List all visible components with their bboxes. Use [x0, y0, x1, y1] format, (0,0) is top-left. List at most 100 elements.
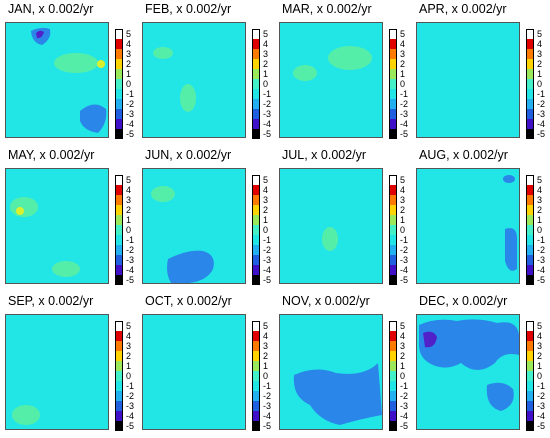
- heatmap-overlay: [143, 315, 245, 429]
- colorbar-tick-label: -5: [263, 275, 272, 285]
- colorbar-tick-label: 4: [537, 39, 543, 49]
- colorbar-tick-label: -1: [263, 89, 272, 99]
- anomaly-patch: [180, 84, 196, 112]
- colorbar-tick-label: -3: [537, 401, 546, 411]
- anomaly-patch: [16, 207, 24, 215]
- panel-title: DEC, x 0.002/yr: [419, 294, 508, 308]
- colorbar-tick-label: -3: [400, 109, 409, 119]
- colorbar-swatch: [389, 235, 397, 245]
- colorbar-swatch: [526, 205, 534, 215]
- colorbar-tick-label: 4: [537, 185, 543, 195]
- colorbar: [526, 29, 534, 139]
- colorbar-swatch: [389, 29, 397, 39]
- colorbar-ticks: 5 4 3 2 1 0 -1 -2 -3 -4 -5: [400, 29, 408, 139]
- colorbar-tick-label: 5: [126, 29, 132, 39]
- colorbar-swatch: [389, 225, 397, 235]
- colorbar-swatch: [252, 39, 260, 49]
- colorbar-tick-label: -3: [126, 109, 135, 119]
- colorbar-ticks: 5 4 3 2 1 0 -1 -2 -3 -4 -5: [126, 175, 134, 285]
- colorbar-swatch: [389, 195, 397, 205]
- panel-title: JUN, x 0.002/yr: [145, 148, 232, 162]
- colorbar-tick-label: 1: [263, 361, 269, 371]
- colorbar-swatch: [252, 29, 260, 39]
- colorbar-tick-label: -5: [263, 129, 272, 139]
- colorbar-tick-label: -4: [400, 119, 409, 129]
- colorbar-swatch: [115, 245, 123, 255]
- colorbar-swatch: [115, 235, 123, 245]
- colorbar-tick-label: 0: [126, 371, 132, 381]
- colorbar-tick-label: 4: [537, 331, 543, 341]
- anomaly-patch: [80, 104, 107, 133]
- colorbar-tick-label: -1: [400, 235, 409, 245]
- colorbar-tick-label: -2: [400, 391, 409, 401]
- colorbar-swatch: [389, 411, 397, 421]
- colorbar-swatch: [115, 89, 123, 99]
- colorbar-tick-label: 0: [400, 371, 406, 381]
- colorbar-swatch: [252, 245, 260, 255]
- colorbar-tick-label: -4: [126, 265, 135, 275]
- heatmap-overlay: [153, 47, 196, 112]
- colorbar-swatch: [526, 49, 534, 59]
- panel-title: MAR, x 0.002/yr: [282, 2, 372, 16]
- colorbar-swatch: [115, 351, 123, 361]
- heatmap-field: [416, 22, 520, 138]
- colorbar-swatch: [252, 341, 260, 351]
- colorbar-ticks: 5 4 3 2 1 0 -1 -2 -3 -4 -5: [400, 175, 408, 285]
- colorbar-tick-label: 2: [126, 351, 132, 361]
- panel-title: SEP, x 0.002/yr: [8, 294, 94, 308]
- colorbar-swatch: [526, 69, 534, 79]
- panel-title: JAN, x 0.002/yr: [8, 2, 94, 16]
- colorbar-swatch: [526, 411, 534, 421]
- heatmap-field: [142, 168, 246, 284]
- colorbar-swatch: [389, 215, 397, 225]
- colorbar-swatch: [252, 275, 260, 285]
- heatmap-overlay: [293, 46, 372, 81]
- anomaly-patch: [503, 175, 515, 183]
- colorbar-tick-label: -2: [537, 99, 546, 109]
- heatmap-overlay: [10, 197, 80, 277]
- colorbar-tick-label: 2: [537, 351, 543, 361]
- colorbar-tick-label: 2: [263, 205, 269, 215]
- colorbar-swatch: [389, 205, 397, 215]
- colorbar-swatch: [389, 275, 397, 285]
- colorbar-tick-label: -4: [263, 119, 272, 129]
- colorbar-tick-label: -4: [400, 265, 409, 275]
- colorbar-tick-label: -1: [126, 381, 135, 391]
- colorbar-tick-label: 4: [400, 39, 406, 49]
- colorbar-ticks: 5 4 3 2 1 0 -1 -2 -3 -4 -5: [263, 175, 271, 285]
- colorbar-tick-label: 2: [126, 205, 132, 215]
- colorbar-swatch: [526, 371, 534, 381]
- colorbar-swatch: [389, 391, 397, 401]
- colorbar-tick-label: -5: [400, 275, 409, 285]
- anomaly-patch: [97, 60, 105, 68]
- colorbar-ticks: 5 4 3 2 1 0 -1 -2 -3 -4 -5: [126, 29, 134, 139]
- colorbar-tick-label: 3: [126, 49, 132, 59]
- anomaly-patch: [52, 261, 80, 277]
- colorbar-tick-label: 0: [126, 79, 132, 89]
- panel-title: JUL, x 0.002/yr: [282, 148, 367, 162]
- colorbar-swatch: [115, 391, 123, 401]
- colorbar-swatch: [526, 99, 534, 109]
- heatmap-overlay: [31, 27, 107, 133]
- colorbar-tick-label: -5: [537, 129, 546, 139]
- colorbar-swatch: [252, 371, 260, 381]
- colorbar-swatch: [252, 321, 260, 331]
- colorbar-swatch: [115, 109, 123, 119]
- anomaly-patch: [54, 53, 98, 73]
- heatmap-overlay: [322, 227, 338, 251]
- colorbar-tick-label: -2: [400, 99, 409, 109]
- colorbar: [526, 175, 534, 285]
- colorbar-tick-label: -2: [537, 391, 546, 401]
- colorbar-swatch: [115, 39, 123, 49]
- colorbar-swatch: [526, 235, 534, 245]
- colorbar-swatch: [389, 321, 397, 331]
- colorbar-swatch: [526, 225, 534, 235]
- anomaly-patch: [153, 47, 173, 59]
- colorbar-swatch: [389, 59, 397, 69]
- colorbar-swatch: [526, 401, 534, 411]
- colorbar-swatch: [526, 195, 534, 205]
- colorbar-swatch: [115, 29, 123, 39]
- colorbar-swatch: [252, 411, 260, 421]
- colorbar-tick-label: 5: [400, 29, 406, 39]
- heatmap-field: [5, 314, 109, 430]
